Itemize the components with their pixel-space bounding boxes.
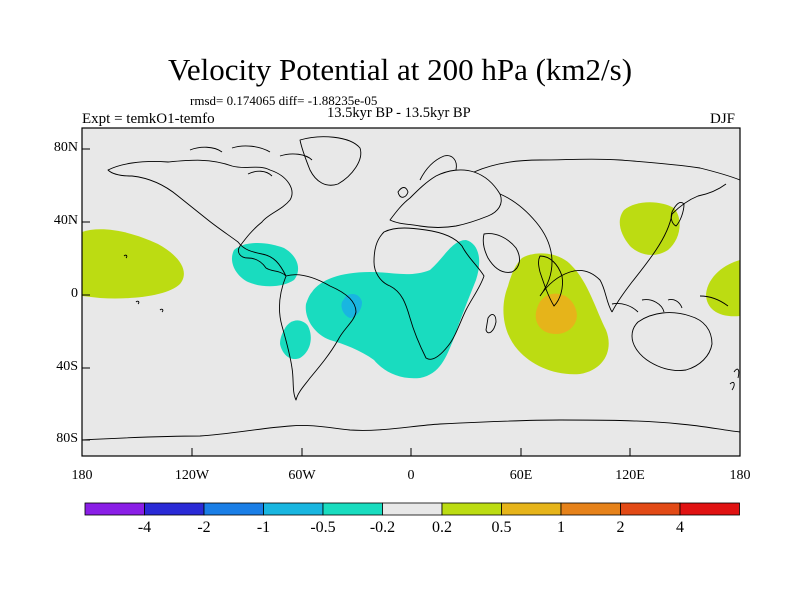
xtick-label-60e: 60E [509, 468, 533, 483]
colorbar-box-0 [84, 502, 145, 516]
anomaly-west-pacific-edge [706, 260, 740, 317]
colorbar-label-neg0-2: -0.2 [369, 519, 396, 536]
colorbar-box-8 [560, 502, 621, 516]
colorbar-label-neg0-5: -0.5 [310, 519, 336, 536]
colorbar [84, 502, 740, 516]
colorbar-label-1: 1 [557, 519, 565, 536]
anomaly-caribbean [231, 243, 299, 287]
colorbar-box-5 [382, 502, 443, 516]
ytick-label-80s: 80S [56, 431, 78, 446]
experiment-label: Expt = temkO1-temfo [82, 111, 215, 127]
colorbar-box-1 [144, 502, 205, 516]
xtick-label-120w: 120W [174, 468, 210, 483]
coast-maritime-continent [611, 295, 729, 313]
anomaly-east-asia [619, 202, 680, 255]
colorbar-box-9 [620, 502, 681, 516]
anomaly-south-america [280, 320, 311, 360]
coast-africa [373, 227, 485, 360]
coast-pacific-islands [123, 254, 164, 313]
anomaly-indian-ocean-core [535, 293, 577, 334]
tick-marks [82, 148, 631, 456]
coast-arabia [482, 233, 520, 273]
colorbar-label-neg4: -4 [137, 519, 152, 536]
coast-greenland [299, 136, 362, 186]
colorbar-label-0-2: 0.2 [432, 519, 452, 536]
coast-antarctica [81, 419, 741, 441]
colorbar-box-4 [322, 502, 383, 516]
coast-scandinavia [419, 155, 457, 181]
coast-australia [631, 312, 713, 371]
season-label: DJF [710, 111, 736, 127]
colorbar-label-4: 4 [676, 519, 684, 536]
coast-arctic-canada [189, 145, 313, 177]
colorbar-label-2: 2 [616, 519, 625, 536]
ytick-label-0: 0 [71, 286, 78, 301]
xtick-label-180w: 180 [71, 468, 93, 483]
colorbar-label-neg2: -2 [197, 519, 211, 536]
xtick-label-0: 0 [407, 468, 415, 483]
colorbar-label-0-5: 0.5 [491, 519, 512, 536]
coast-india [538, 255, 563, 307]
xtick-label-60w: 60W [288, 468, 316, 483]
coastlines [81, 136, 741, 441]
colorbar-box-3 [263, 502, 324, 516]
coast-madagascar [485, 314, 497, 334]
map-title: Velocity Potential at 200 hPa (km2/s) [167, 52, 633, 87]
colorbar-box-10 [679, 502, 740, 516]
ytick-label-40s: 40S [56, 359, 78, 374]
coast-north-america [107, 159, 293, 277]
xtick-label-120e: 120E [615, 468, 645, 483]
subtitle: 13.5kyr BP - 13.5kyr BP [327, 105, 471, 121]
coast-south-america [278, 274, 357, 401]
coast-japan [670, 201, 685, 227]
colorbar-label-neg1: -1 [256, 519, 271, 536]
colorbar-box-2 [203, 502, 264, 516]
anomaly-central-pacific [82, 229, 184, 299]
colorbar-box-6 [441, 502, 502, 516]
coast-asia [473, 158, 741, 313]
colorbar-box-7 [501, 502, 562, 516]
coast-british-isles [397, 187, 409, 198]
coast-new-zealand [729, 368, 740, 391]
ytick-label-40n: 40N [53, 213, 78, 228]
ytick-label-80n: 80N [53, 140, 78, 155]
stats-text: rmsd= 0.174065 diff= -1.88235e-05 [190, 93, 378, 108]
anomaly-atlantic-core [341, 294, 362, 318]
xtick-label-180e: 180 [729, 468, 751, 483]
anomaly-tropical-atlantic [305, 240, 480, 379]
